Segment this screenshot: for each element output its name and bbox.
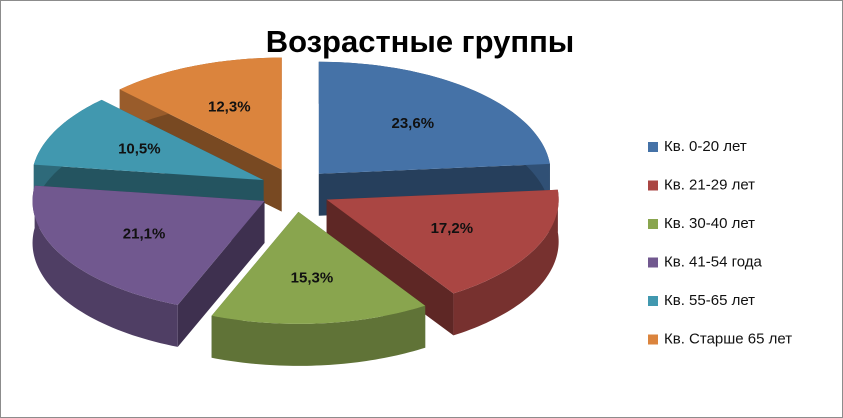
slice-side xyxy=(32,185,178,347)
legend-swatch xyxy=(648,180,658,191)
slice-side xyxy=(453,189,559,336)
legend-label: Кв. 0-20 лет xyxy=(664,138,747,155)
legend-swatch xyxy=(648,219,658,229)
legend-swatch xyxy=(648,296,658,306)
legend-label: Кв. 41-54 года xyxy=(664,253,762,270)
slice-side xyxy=(211,305,426,366)
data-label: 15,3% xyxy=(291,270,334,287)
legend-label: Кв. 55-65 лет xyxy=(664,292,755,309)
legend-swatch xyxy=(648,334,658,345)
slice-group: 17,2% xyxy=(326,189,559,336)
data-label: 12,3% xyxy=(208,98,251,115)
slice-side xyxy=(326,199,454,336)
slice xyxy=(318,61,550,174)
slice xyxy=(211,211,426,324)
legend-swatch xyxy=(648,257,658,268)
slice xyxy=(33,99,264,181)
legend-swatch xyxy=(648,142,658,152)
legend-label: Кв. 30-40 лет xyxy=(664,215,755,232)
pie: 12,3% 23,6% 10,5% 17,2% 21,1% 15,3% xyxy=(32,57,559,366)
slice-group: 15,3% xyxy=(211,211,426,366)
slice xyxy=(119,57,282,170)
legend-label: Кв. Старше 65 лет xyxy=(664,330,792,347)
legend: Кв. 0-20 лет Кв. 21-29 лет Кв. 30-40 лет Кв… xyxy=(648,138,792,347)
chart-title: Возрастные группы xyxy=(266,24,575,59)
data-label: 23,6% xyxy=(392,115,435,132)
data-label: 10,5% xyxy=(118,141,161,158)
slice xyxy=(32,185,265,305)
legend-label: Кв. 21-29 лет xyxy=(664,176,755,193)
slice-group: 21,1% xyxy=(32,185,265,347)
data-label: 17,2% xyxy=(431,220,474,237)
data-label: 21,1% xyxy=(123,226,166,243)
slice xyxy=(326,189,559,294)
